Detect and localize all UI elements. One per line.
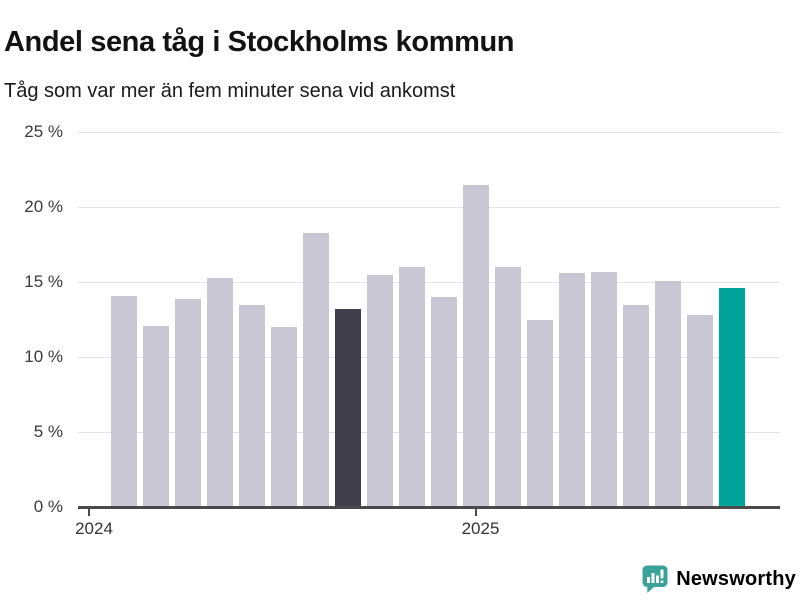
gridline-20pct (78, 207, 780, 208)
bar-2025-05 (591, 271, 617, 507)
y-tick-label-20pct: 20 % (24, 197, 63, 216)
bar-2024-09-highlight-dark (335, 309, 361, 507)
bar-2024-05 (207, 277, 233, 507)
y-tick-label-5pct: 5 % (33, 422, 63, 441)
y-tick-label-0pct: 0 % (33, 497, 63, 516)
x-tick-2025 (474, 509, 477, 516)
y-tick-label-25pct: 25 % (24, 122, 63, 141)
chart-title: Andel sena tåg i Stockholms kommun (4, 26, 515, 59)
gridline-15pct (78, 282, 780, 283)
bar-2024-04 (175, 298, 201, 507)
bar-2025-07 (655, 280, 681, 507)
bar-2024-03 (143, 325, 169, 507)
x-tick-label-2024: 2024 (75, 519, 113, 538)
y-tick-label-10pct: 10 % (24, 347, 63, 366)
bar-2024-10 (367, 274, 393, 507)
bar-2025-01 (463, 184, 489, 507)
bar-2024-07 (271, 327, 297, 507)
gridline-10pct (78, 357, 780, 358)
bar-2025-03 (527, 319, 553, 507)
bar-2024-08 (303, 232, 329, 507)
bar-2024-11 (399, 267, 425, 507)
bar-2024-02 (111, 295, 137, 507)
bar-2025-04 (559, 273, 585, 507)
newsworthy-logo-text: Newsworthy (676, 567, 796, 590)
newsworthy-speech-bubble-bars-icon (642, 565, 668, 593)
bar-2025-02 (495, 267, 521, 507)
bar-2024-12 (431, 297, 457, 507)
bar-2024-06 (239, 304, 265, 507)
chart-subtitle: Tåg som var mer än fem minuter sena vid … (4, 80, 456, 102)
gridline-25pct (78, 132, 780, 133)
x-tick-2024 (88, 509, 90, 516)
bar-2025-09-highlight-teal (719, 288, 745, 507)
bar-2025-08 (687, 315, 713, 507)
x-axis-line (78, 506, 780, 509)
newsworthy-logo: Newsworthy (641, 564, 796, 594)
gridline-5pct (78, 432, 780, 433)
bar-2025-06 (623, 304, 649, 507)
x-tick-label-2025: 2025 (461, 519, 500, 538)
y-tick-label-15pct: 15 % (24, 272, 63, 291)
